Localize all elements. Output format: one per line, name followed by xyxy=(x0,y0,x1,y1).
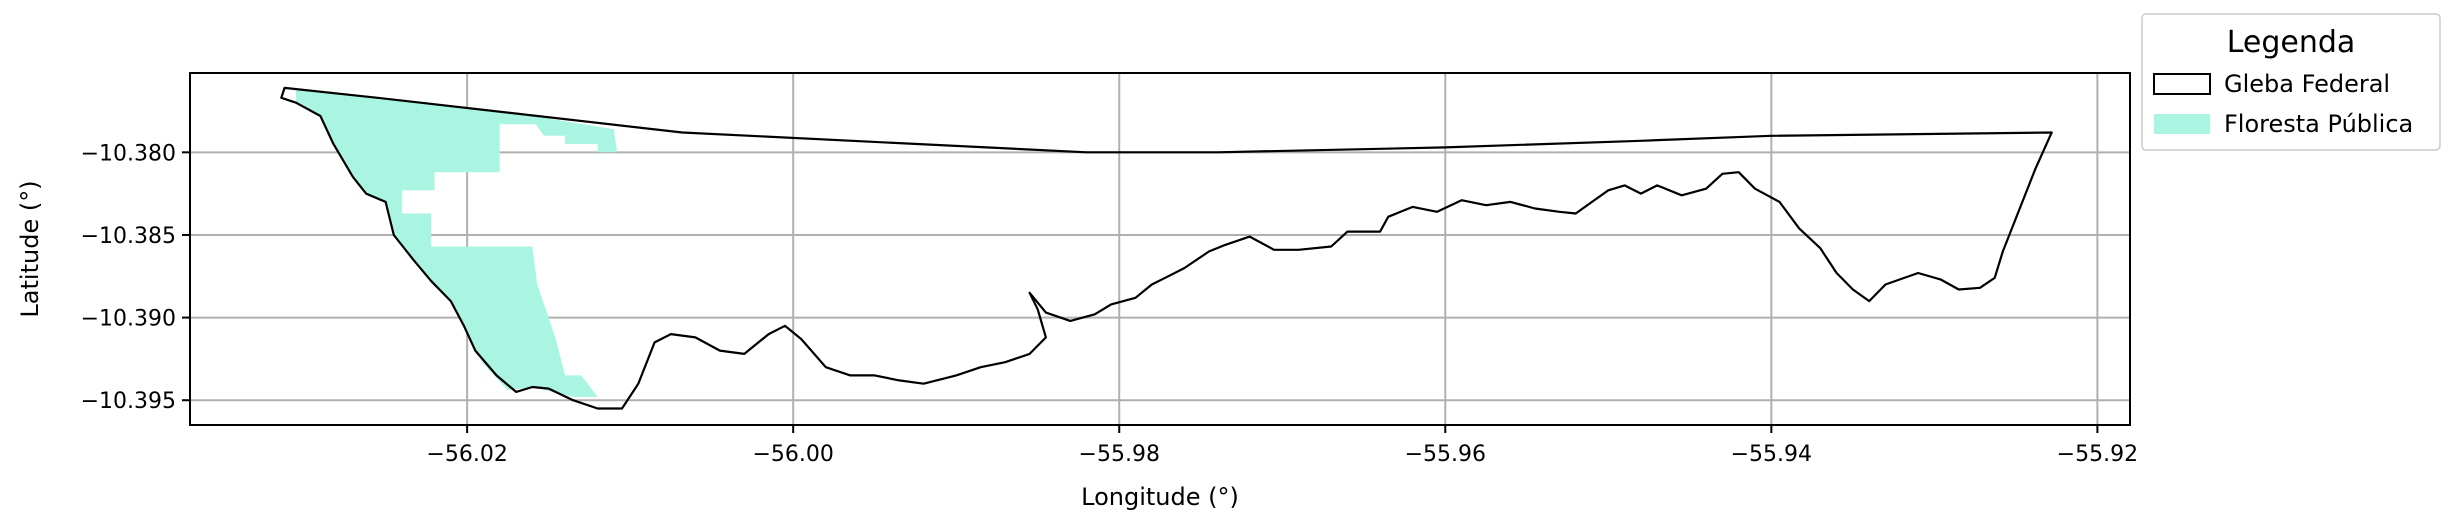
legend-items: Gleba Federal Floresta Pública xyxy=(2153,70,2413,138)
map-layers xyxy=(280,86,2053,410)
y-tick-label: −10.395 xyxy=(81,389,176,414)
y-tick-label: −10.380 xyxy=(81,141,176,166)
gleba-federal-outline xyxy=(280,86,2053,410)
legend-title: Legenda xyxy=(2227,25,2356,60)
x-axis-label: Longitude (°) xyxy=(1081,483,1239,511)
plot-frame xyxy=(189,72,2131,426)
legend: Legenda Gleba Federal Floresta Pública xyxy=(2141,13,2441,151)
y-axis-label: Latitude (°) xyxy=(16,180,44,317)
legend-swatch xyxy=(2154,114,2210,134)
y-tick-label: −10.385 xyxy=(81,224,176,249)
legend-label: Gleba Federal xyxy=(2224,70,2390,98)
x-tick-label: −55.94 xyxy=(1731,442,1812,467)
x-tick-label: −55.98 xyxy=(1079,442,1160,467)
x-tick-label: −55.92 xyxy=(2057,442,2138,467)
legend-item-gleba-federal: Gleba Federal xyxy=(2153,70,2390,98)
x-tick-label: −56.00 xyxy=(752,442,833,467)
x-tick-label: −55.96 xyxy=(1405,442,1486,467)
legend-label: Floresta Pública xyxy=(2224,110,2413,138)
y-axis-ticks: −10.380 −10.385 −10.390 −10.395 xyxy=(81,141,190,414)
legend-box xyxy=(2141,13,2441,151)
y-tick-label: −10.390 xyxy=(81,307,176,332)
x-tick-label: −56.02 xyxy=(426,442,507,467)
x-axis-ticks: −56.02 −56.00 −55.98 −55.96 −55.94 −55.92 xyxy=(426,425,2138,467)
legend-swatch xyxy=(2153,73,2211,95)
floresta-publica-area xyxy=(296,89,618,397)
legend-item-floresta-publica: Floresta Pública xyxy=(2154,110,2413,138)
